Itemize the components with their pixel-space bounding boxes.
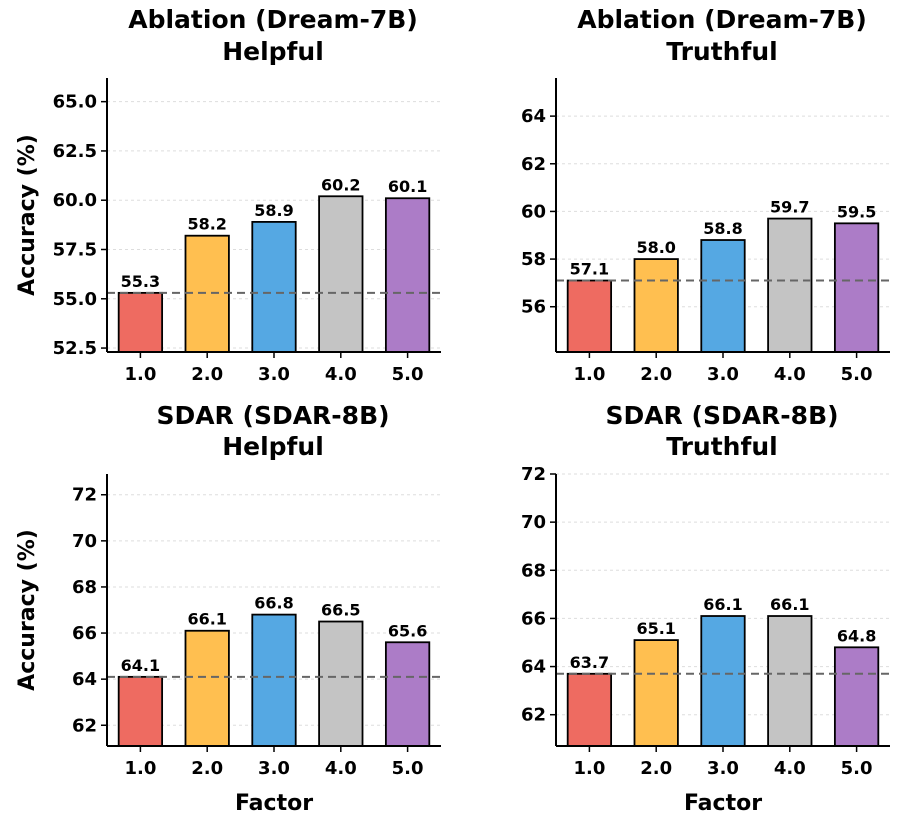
bar xyxy=(384,197,431,353)
data-label: 66.1 xyxy=(703,595,742,614)
x-tick-label: 2.0 xyxy=(640,364,672,385)
bar xyxy=(633,258,679,353)
data-label: 57.1 xyxy=(570,260,609,279)
bar xyxy=(117,675,164,747)
y-tick-label: 58 xyxy=(521,249,546,270)
y-tick-label: 62 xyxy=(521,705,546,726)
bar xyxy=(833,646,880,747)
data-label: 64.8 xyxy=(837,626,876,645)
y-axis-label: Accuracy (%) xyxy=(15,529,40,691)
bar xyxy=(384,641,431,747)
y-tick-label: 72 xyxy=(521,464,546,485)
y-tick-label: 55.0 xyxy=(53,289,97,310)
chart-subtitle: Helpful xyxy=(222,432,324,461)
y-tick-label: 62 xyxy=(521,154,546,175)
y-tick-label: 64 xyxy=(521,106,546,127)
bar xyxy=(117,291,164,353)
chart-subtitle: Truthful xyxy=(666,432,777,461)
bar xyxy=(833,222,880,353)
y-tick-label: 62.5 xyxy=(53,141,97,162)
y-tick-label: 66 xyxy=(72,623,97,644)
x-tick-label: 3.0 xyxy=(258,364,290,385)
x-tick-label: 4.0 xyxy=(325,758,357,779)
chart-subtitle: Helpful xyxy=(222,37,324,66)
bar xyxy=(700,239,746,353)
bar xyxy=(184,629,230,747)
x-tick-label: 3.0 xyxy=(707,758,739,779)
x-tick-label: 4.0 xyxy=(774,364,806,385)
chart-title: SDAR (SDAR-8B) xyxy=(156,401,389,430)
data-label: 58.9 xyxy=(254,201,293,220)
x-tick-label: 1.0 xyxy=(573,758,605,779)
bar xyxy=(700,615,746,747)
y-axis-label: Accuracy (%) xyxy=(15,134,40,296)
bar xyxy=(633,639,679,747)
y-tick-label: 60.0 xyxy=(53,190,97,211)
x-tick-label: 1.0 xyxy=(573,364,605,385)
data-label: 65.6 xyxy=(388,621,427,640)
bar xyxy=(767,615,813,747)
data-label: 63.7 xyxy=(570,653,609,672)
x-tick-label: 4.0 xyxy=(774,758,806,779)
x-axis-label: Factor xyxy=(684,791,762,816)
y-tick-label: 56 xyxy=(521,297,546,318)
bar xyxy=(767,217,813,353)
x-tick-label: 2.0 xyxy=(191,758,223,779)
data-label: 55.3 xyxy=(121,272,160,291)
chart-panel-1: Ablation (Dream-7B) Helpful 52.5 55.0 57.5 60… xyxy=(15,5,441,385)
y-tick-label: 70 xyxy=(521,512,546,533)
bar xyxy=(318,195,364,353)
x-tick-label: 3.0 xyxy=(258,758,290,779)
x-tick-label: 5.0 xyxy=(392,758,424,779)
y-tick-label: 68 xyxy=(521,560,546,581)
x-tick-label: 5.0 xyxy=(392,364,424,385)
y-tick-label: 65.0 xyxy=(53,92,97,113)
chart-title: Ablation (Dream-7B) xyxy=(128,5,418,34)
y-tick-label: 60 xyxy=(521,201,546,222)
data-label: 60.1 xyxy=(388,177,427,196)
y-tick-label: 66 xyxy=(521,608,546,629)
x-tick-label: 5.0 xyxy=(841,758,873,779)
data-label: 66.1 xyxy=(187,610,226,629)
y-tick-label: 52.5 xyxy=(53,338,97,359)
y-tick-label: 62 xyxy=(72,715,97,736)
x-tick-label: 2.0 xyxy=(191,364,223,385)
chart-title: Ablation (Dream-7B) xyxy=(577,5,867,34)
y-tick-label: 64 xyxy=(72,669,97,690)
data-label: 59.5 xyxy=(837,202,876,221)
chart-panel-4: SDAR (SDAR-8B)Truthful 62 64 66 68 70 72 63.7 1.… xyxy=(521,401,890,816)
data-label: 66.1 xyxy=(770,595,809,614)
data-label: 58.2 xyxy=(187,215,226,234)
x-tick-label: 1.0 xyxy=(124,364,156,385)
chart-title: SDAR (SDAR-8B) xyxy=(605,401,838,430)
data-label: 58.0 xyxy=(636,238,675,257)
data-label: 65.1 xyxy=(636,619,675,638)
y-tick-label: 64 xyxy=(521,657,546,678)
data-label: 60.2 xyxy=(321,175,360,194)
bar xyxy=(318,620,364,747)
x-tick-label: 1.0 xyxy=(124,758,156,779)
x-tick-label: 5.0 xyxy=(841,364,873,385)
bar xyxy=(251,220,297,353)
y-tick-label: 70 xyxy=(72,531,97,552)
x-tick-label: 4.0 xyxy=(325,364,357,385)
y-tick-label: 68 xyxy=(72,577,97,598)
data-label: 59.7 xyxy=(770,198,809,217)
data-label: 66.8 xyxy=(254,594,293,613)
x-tick-label: 2.0 xyxy=(640,758,672,779)
chart-panel-2: Ablation (Dream-7B) Truthful 56 58 60 62 64 57.… xyxy=(521,5,890,385)
x-tick-label: 3.0 xyxy=(707,364,739,385)
data-label: 66.5 xyxy=(321,601,360,620)
bar xyxy=(566,279,613,353)
data-label: 64.1 xyxy=(121,656,160,675)
y-tick-label: 57.5 xyxy=(53,239,97,260)
data-label: 58.8 xyxy=(703,219,742,238)
bar xyxy=(566,672,613,747)
chart-panel-3: SDAR (SDAR-8B)Helpful 62 64 66 68 70 72 64.1 1.0… xyxy=(15,401,441,816)
x-axis-label: Factor xyxy=(235,791,313,816)
bar xyxy=(251,613,297,747)
y-tick-label: 72 xyxy=(72,485,97,506)
chart-subtitle: Truthful xyxy=(666,37,777,66)
